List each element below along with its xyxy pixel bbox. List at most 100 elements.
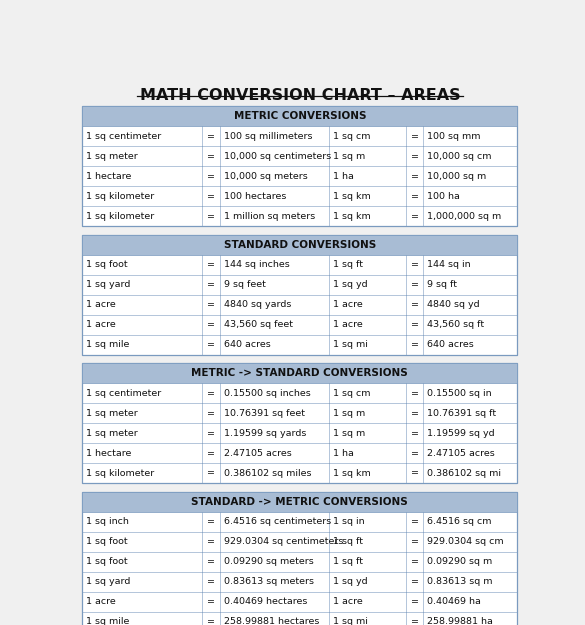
Text: 1 sq cm: 1 sq cm <box>333 132 370 141</box>
Text: =: = <box>411 389 419 398</box>
Text: 10.76391 sq feet: 10.76391 sq feet <box>224 409 305 418</box>
Text: 1 sq meter: 1 sq meter <box>86 152 137 161</box>
Text: 10,000 sq meters: 10,000 sq meters <box>224 172 308 181</box>
Text: 0.15500 sq inches: 0.15500 sq inches <box>224 389 311 398</box>
Text: 0.15500 sq in: 0.15500 sq in <box>427 389 491 398</box>
Text: 100 sq mm: 100 sq mm <box>427 132 480 141</box>
Text: 258.99881 hectares: 258.99881 hectares <box>224 617 319 625</box>
Text: 1 sq mi: 1 sq mi <box>333 617 368 625</box>
Text: 1,000,000 sq m: 1,000,000 sq m <box>427 212 501 221</box>
Text: 1 sq yard: 1 sq yard <box>86 280 130 289</box>
Text: =: = <box>411 557 419 566</box>
Text: 0.386102 sq mi: 0.386102 sq mi <box>427 469 501 478</box>
Text: 1 sq m: 1 sq m <box>333 429 365 438</box>
Text: 1 acre: 1 acre <box>86 597 116 606</box>
Text: 0.09290 sq m: 0.09290 sq m <box>427 557 492 566</box>
Text: =: = <box>208 538 215 546</box>
Bar <box>82 492 517 512</box>
Text: 1 sq km: 1 sq km <box>333 192 371 201</box>
Text: 100 sq millimeters: 100 sq millimeters <box>224 132 312 141</box>
Text: 1 ha: 1 ha <box>333 172 354 181</box>
Text: 1 hectare: 1 hectare <box>86 449 131 458</box>
Text: 144 sq inches: 144 sq inches <box>224 260 290 269</box>
Text: =: = <box>208 577 215 586</box>
Text: 1 acre: 1 acre <box>86 300 116 309</box>
Text: 1 sq cm: 1 sq cm <box>333 389 370 398</box>
Text: =: = <box>208 192 215 201</box>
Text: 0.40469 ha: 0.40469 ha <box>427 597 481 606</box>
Text: 1 sq m: 1 sq m <box>333 409 365 418</box>
Text: =: = <box>208 152 215 161</box>
Text: =: = <box>208 518 215 526</box>
Text: 640 acres: 640 acres <box>427 340 473 349</box>
Text: 1 sq yd: 1 sq yd <box>333 280 367 289</box>
Text: =: = <box>411 409 419 418</box>
Text: 9 sq feet: 9 sq feet <box>224 280 266 289</box>
Text: =: = <box>411 449 419 458</box>
Text: 1 sq meter: 1 sq meter <box>86 409 137 418</box>
Text: =: = <box>411 429 419 438</box>
Text: =: = <box>411 597 419 606</box>
Text: 144 sq in: 144 sq in <box>427 260 470 269</box>
Text: =: = <box>208 409 215 418</box>
Text: =: = <box>208 469 215 478</box>
Text: 1 acre: 1 acre <box>333 320 363 329</box>
Text: 2.47105 acres: 2.47105 acres <box>427 449 494 458</box>
Text: 1 sq inch: 1 sq inch <box>86 518 129 526</box>
Text: MATH CONVERSION CHART – AREAS: MATH CONVERSION CHART – AREAS <box>139 89 460 104</box>
Text: 6.4516 sq centimeters: 6.4516 sq centimeters <box>224 518 331 526</box>
Bar <box>82 235 517 255</box>
Text: =: = <box>208 449 215 458</box>
Text: 1 sq foot: 1 sq foot <box>86 260 128 269</box>
Text: 10,000 sq cm: 10,000 sq cm <box>427 152 491 161</box>
Text: 0.83613 sq m: 0.83613 sq m <box>427 577 492 586</box>
Text: 1 sq ft: 1 sq ft <box>333 260 363 269</box>
Text: 1 sq in: 1 sq in <box>333 518 364 526</box>
Bar <box>82 363 517 383</box>
Text: 640 acres: 640 acres <box>224 340 271 349</box>
Text: 1 sq kilometer: 1 sq kilometer <box>86 192 154 201</box>
Text: 1 acre: 1 acre <box>86 320 116 329</box>
Text: 1 sq km: 1 sq km <box>333 212 371 221</box>
Text: 929.0304 sq cm: 929.0304 sq cm <box>427 538 503 546</box>
Text: =: = <box>208 212 215 221</box>
Text: =: = <box>411 300 419 309</box>
Text: =: = <box>411 192 419 201</box>
Text: 100 ha: 100 ha <box>427 192 460 201</box>
Text: =: = <box>208 300 215 309</box>
Text: =: = <box>411 617 419 625</box>
Text: =: = <box>411 469 419 478</box>
Text: 100 hectares: 100 hectares <box>224 192 287 201</box>
Text: METRIC CONVERSIONS: METRIC CONVERSIONS <box>233 111 366 121</box>
Text: 1 sq yd: 1 sq yd <box>333 577 367 586</box>
Text: 1 sq mi: 1 sq mi <box>333 340 368 349</box>
Text: 43,560 sq ft: 43,560 sq ft <box>427 320 484 329</box>
Text: 1 sq meter: 1 sq meter <box>86 429 137 438</box>
Text: 1 acre: 1 acre <box>333 597 363 606</box>
Text: =: = <box>411 340 419 349</box>
Text: 4840 sq yd: 4840 sq yd <box>427 300 479 309</box>
Text: =: = <box>411 132 419 141</box>
Text: 10,000 sq centimeters: 10,000 sq centimeters <box>224 152 331 161</box>
Text: =: = <box>411 320 419 329</box>
Text: 1 sq foot: 1 sq foot <box>86 557 128 566</box>
Text: 1 sq km: 1 sq km <box>333 469 371 478</box>
Text: 9 sq ft: 9 sq ft <box>427 280 457 289</box>
Text: 1 sq centimeter: 1 sq centimeter <box>86 389 161 398</box>
Text: 1 sq m: 1 sq m <box>333 152 365 161</box>
Text: =: = <box>411 280 419 289</box>
Text: 1 million sq meters: 1 million sq meters <box>224 212 315 221</box>
Text: =: = <box>411 577 419 586</box>
Text: =: = <box>208 132 215 141</box>
Text: 1 sq centimeter: 1 sq centimeter <box>86 132 161 141</box>
Text: 1 sq ft: 1 sq ft <box>333 557 363 566</box>
Text: =: = <box>208 597 215 606</box>
Text: 4840 sq yards: 4840 sq yards <box>224 300 291 309</box>
Text: 1 acre: 1 acre <box>333 300 363 309</box>
Text: 1 sq mile: 1 sq mile <box>86 340 129 349</box>
Text: =: = <box>411 152 419 161</box>
Text: 1 sq ft: 1 sq ft <box>333 538 363 546</box>
Text: STANDARD CONVERSIONS: STANDARD CONVERSIONS <box>223 240 376 250</box>
Text: 0.09290 sq meters: 0.09290 sq meters <box>224 557 314 566</box>
Text: 1.19599 sq yd: 1.19599 sq yd <box>427 429 494 438</box>
